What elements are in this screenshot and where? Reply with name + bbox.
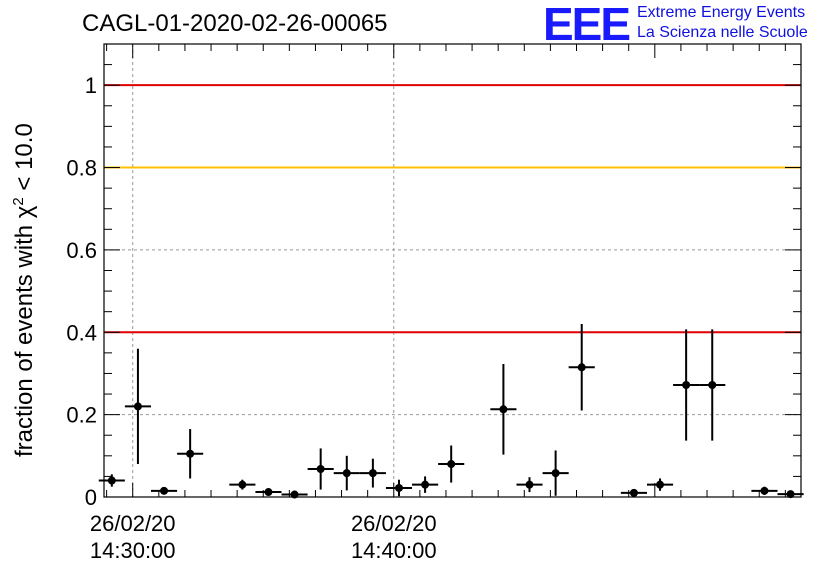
y-tick-label-5: 1 bbox=[85, 73, 97, 98]
plot-frame bbox=[103, 43, 802, 498]
x-tick-label-date-0: 26/02/20 bbox=[90, 511, 176, 536]
data-point-16 bbox=[577, 363, 586, 372]
data-point-1 bbox=[133, 402, 142, 411]
eee-logo: EEE bbox=[543, 0, 631, 50]
data-point-15 bbox=[551, 469, 560, 478]
data-point-3 bbox=[186, 449, 195, 458]
data-point-0 bbox=[107, 476, 116, 485]
y-tick-label-2: 0.4 bbox=[66, 320, 97, 345]
x-tick-label-time-1: 14:40:00 bbox=[351, 538, 437, 563]
data-point-4 bbox=[238, 480, 247, 489]
y-tick-label-4: 0.8 bbox=[66, 156, 97, 181]
x-tick-label-date-1: 26/02/20 bbox=[351, 511, 437, 536]
chart-title: CAGL-01-2020-02-26-00065 bbox=[82, 10, 388, 37]
data-point-12 bbox=[447, 460, 456, 469]
logo-line-2: La Scienza nelle Scuole bbox=[637, 24, 808, 41]
data-point-17 bbox=[629, 488, 638, 497]
y-tick-label-0: 0 bbox=[85, 485, 97, 510]
data-point-14 bbox=[525, 480, 534, 489]
data-point-19 bbox=[682, 380, 691, 389]
x-tick-label-time-0: 14:30:00 bbox=[90, 538, 176, 563]
data-point-18 bbox=[656, 480, 665, 489]
data-point-21 bbox=[760, 486, 769, 495]
y-tick-label-3: 0.6 bbox=[66, 238, 97, 263]
data-point-20 bbox=[708, 380, 717, 389]
data-point-2 bbox=[160, 486, 169, 495]
data-point-22 bbox=[786, 490, 795, 499]
data-point-6 bbox=[290, 490, 299, 499]
y-tick-label-1: 0.2 bbox=[66, 403, 97, 428]
data-point-7 bbox=[316, 464, 325, 473]
data-point-9 bbox=[368, 469, 377, 478]
data-point-8 bbox=[342, 469, 351, 478]
logo-line-1: Extreme Energy Events bbox=[637, 4, 806, 21]
data-point-11 bbox=[421, 480, 430, 489]
data-point-10 bbox=[394, 483, 403, 492]
data-point-13 bbox=[499, 405, 508, 414]
data-point-5 bbox=[264, 488, 273, 497]
